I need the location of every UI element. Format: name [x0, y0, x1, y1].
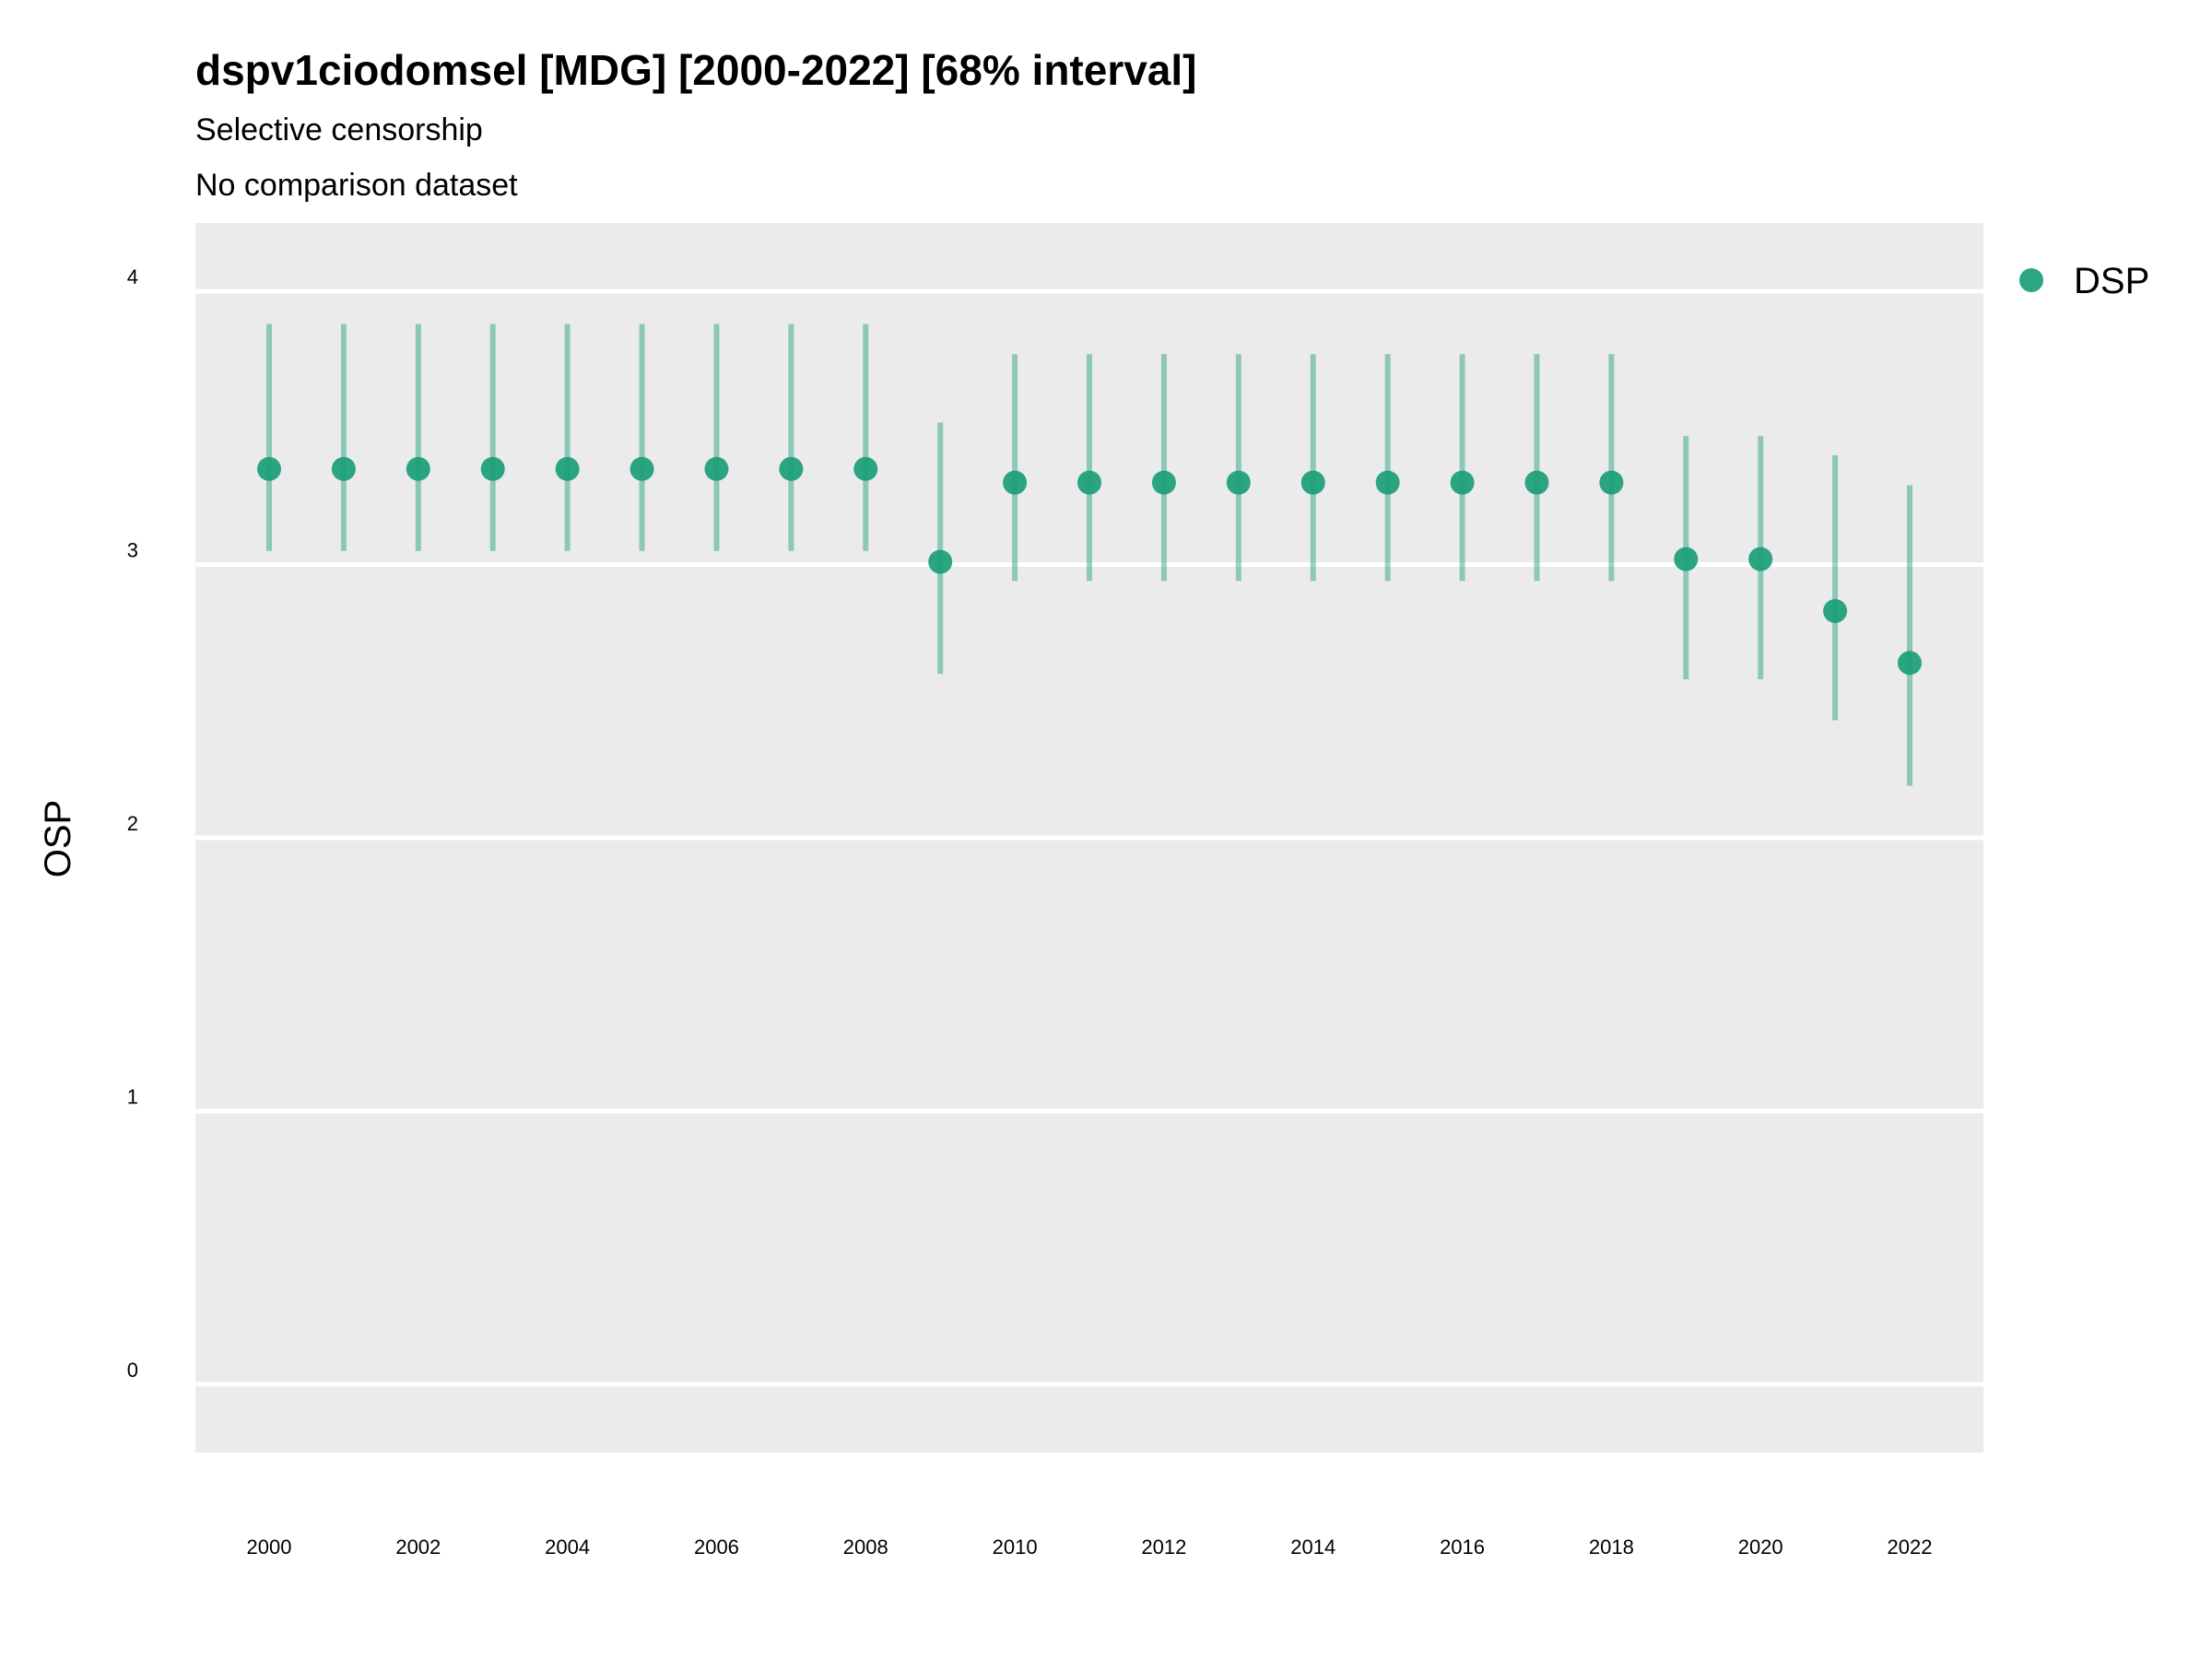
- x-tick-label-2012: 2012: [1141, 1535, 1186, 1559]
- point-2021: [1823, 598, 1848, 623]
- grid-lines: [195, 288, 1983, 1387]
- point-2018: [1599, 470, 1624, 495]
- point-2002: [406, 456, 430, 481]
- point-2015: [1375, 470, 1400, 495]
- legend-dsp-marker: [2019, 268, 2043, 292]
- point-2007: [779, 456, 804, 481]
- chart-subtitle-1: Selective censorship: [195, 112, 483, 147]
- legend: DSP: [2019, 261, 2149, 301]
- y-tick-label-3: 3: [127, 539, 138, 562]
- point-2010: [1003, 470, 1028, 495]
- y-tick-labels: 0 1 2 3 4: [127, 265, 138, 1382]
- x-tick-label-2018: 2018: [1589, 1535, 1634, 1559]
- point-2008: [853, 456, 878, 481]
- point-2009: [928, 549, 953, 574]
- point-2014: [1300, 470, 1325, 495]
- x-tick-label-2016: 2016: [1440, 1535, 1485, 1559]
- y-tick-label-0: 0: [127, 1359, 138, 1382]
- point-2012: [1151, 470, 1176, 495]
- x-tick-label-2008: 2008: [843, 1535, 888, 1559]
- data-marks: [257, 324, 1922, 786]
- x-tick-label-2020: 2020: [1738, 1535, 1783, 1559]
- point-2003: [480, 456, 505, 481]
- x-tick-label-2006: 2006: [694, 1535, 739, 1559]
- x-tick-label-2004: 2004: [545, 1535, 590, 1559]
- legend-dsp-label: DSP: [2074, 261, 2149, 301]
- y-tick-label-1: 1: [127, 1085, 138, 1108]
- x-tick-label-2000: 2000: [247, 1535, 292, 1559]
- point-2004: [555, 456, 580, 481]
- chart-title: dspv1ciodomsel [MDG] [2000-2022] [68% in…: [195, 46, 1196, 94]
- point-2022: [1898, 651, 1922, 676]
- x-tick-label-2002: 2002: [395, 1535, 441, 1559]
- point-2017: [1524, 470, 1549, 495]
- x-tick-label-2010: 2010: [993, 1535, 1038, 1559]
- x-tick-label-2022: 2022: [1888, 1535, 1933, 1559]
- point-2020: [1748, 547, 1773, 571]
- x-tick-label-2014: 2014: [1290, 1535, 1335, 1559]
- y-tick-label-2: 2: [127, 812, 138, 835]
- point-2006: [704, 456, 729, 481]
- chart-subtitle-2: No comparison dataset: [195, 168, 518, 203]
- y-axis-label: OSP: [38, 800, 78, 877]
- point-2016: [1450, 470, 1475, 495]
- point-2019: [1674, 547, 1699, 571]
- point-2005: [629, 456, 654, 481]
- point-2000: [257, 456, 281, 481]
- x-tick-labels: 2000 2002 2004 2006 2008 2010 2012 2014 2016 2018…: [247, 1535, 1933, 1559]
- y-tick-label-4: 4: [127, 265, 138, 288]
- point-2001: [331, 456, 356, 481]
- point-2013: [1226, 470, 1251, 495]
- point-2011: [1077, 470, 1101, 495]
